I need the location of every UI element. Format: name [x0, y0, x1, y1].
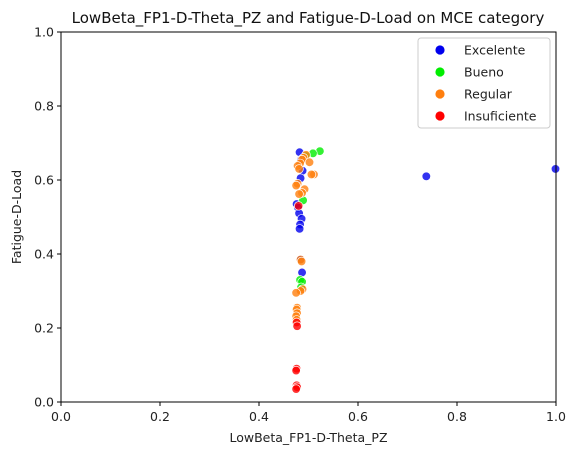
- point-regular-18: [291, 288, 301, 298]
- legend-marker-insuficiente: [435, 111, 445, 121]
- x-axis: 0.0 0.2 0.4 0.6 0.8 1.0: [51, 402, 566, 424]
- legend: Excelente Bueno Regular Insuficiente: [417, 37, 551, 129]
- point-excelente-9: [294, 224, 305, 234]
- x-tick-label: 0.4: [249, 409, 269, 424]
- point-regular-8: [306, 169, 317, 180]
- legend-label-regular: Regular: [464, 87, 513, 102]
- y-tick-label: 1.0: [34, 25, 54, 40]
- plot-frame: [60, 31, 557, 403]
- point-regular-13: [294, 189, 304, 199]
- y-axis: 0.0 0.2 0.4 0.6 0.8 1.0: [34, 25, 61, 410]
- x-tick-label: 0.2: [150, 409, 170, 424]
- x-tick-label: 1.0: [546, 409, 566, 424]
- chart-title: LowBeta_FP1-D-Theta_PZ and Fatigue-D-Loa…: [72, 9, 545, 28]
- point-insuficiente-7: [291, 384, 301, 394]
- point-insuficiente-2: [292, 321, 302, 331]
- legend-label-bueno: Bueno: [464, 65, 504, 80]
- point-insuficiente-0: [293, 201, 304, 211]
- y-tick-label: 0.8: [34, 99, 54, 114]
- point-excelente-12: [421, 171, 431, 181]
- point-regular-15: [296, 256, 307, 267]
- legend-marker-bueno: [435, 67, 445, 77]
- legend-marker-excelente: [435, 45, 445, 55]
- y-tick-label: 0.6: [34, 173, 54, 188]
- x-axis-title: LowBeta_FP1-D-Theta_PZ: [229, 430, 387, 445]
- legend-marker-regular: [435, 89, 445, 99]
- point-insuficiente-4: [291, 365, 301, 376]
- y-axis-title: Fatigue-D-Load: [9, 170, 24, 264]
- point-regular-3: [304, 157, 315, 167]
- y-tick-label: 0.0: [34, 395, 54, 410]
- x-tick-label: 0.6: [348, 409, 368, 424]
- point-regular-10: [291, 180, 301, 191]
- y-tick-label: 0.2: [34, 321, 54, 336]
- legend-label-excelente: Excelente: [464, 43, 526, 58]
- x-tick-label: 0.8: [447, 409, 467, 424]
- legend-box: [417, 37, 551, 129]
- points-layer: [291, 146, 561, 394]
- x-tick-label: 0.0: [51, 409, 71, 424]
- legend-label-insuficiente: Insuficiente: [464, 109, 537, 124]
- point-regular-6: [294, 164, 304, 174]
- y-tick-label: 0.4: [34, 247, 54, 262]
